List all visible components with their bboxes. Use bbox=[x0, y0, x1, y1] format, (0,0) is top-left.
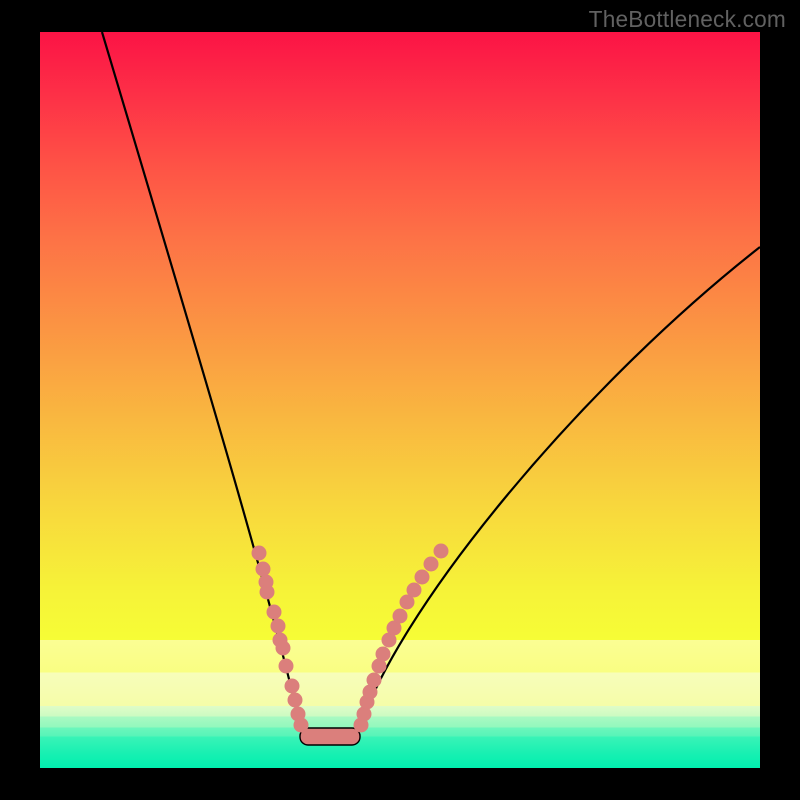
marker-dot bbox=[434, 544, 449, 559]
marker-dot bbox=[294, 718, 309, 733]
marker-dot bbox=[407, 583, 422, 598]
chart-container: TheBottleneck.com bbox=[0, 0, 800, 800]
marker-dot bbox=[415, 570, 430, 585]
marker-dot bbox=[424, 557, 439, 572]
marker-dot bbox=[285, 679, 300, 694]
valley-floor-marker bbox=[300, 728, 360, 745]
gradient-background bbox=[40, 32, 760, 768]
marker-dot bbox=[271, 619, 286, 634]
marker-dot bbox=[256, 562, 271, 577]
marker-dot bbox=[279, 659, 294, 674]
marker-dot bbox=[260, 585, 275, 600]
plot-area bbox=[40, 32, 760, 768]
marker-dot bbox=[376, 647, 391, 662]
marker-dot bbox=[276, 641, 291, 656]
marker-dot bbox=[367, 673, 382, 688]
marker-dot bbox=[393, 609, 408, 624]
marker-dot bbox=[252, 546, 267, 561]
marker-dot bbox=[267, 605, 282, 620]
bottleneck-curve-chart bbox=[0, 0, 800, 800]
marker-dot bbox=[288, 693, 303, 708]
